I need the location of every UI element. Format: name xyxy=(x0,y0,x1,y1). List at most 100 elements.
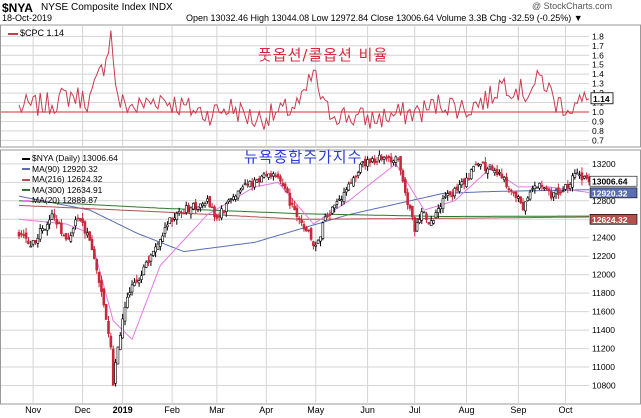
candle-body xyxy=(243,183,247,185)
candle-body xyxy=(472,166,475,172)
candle-body xyxy=(352,177,355,187)
candle-body xyxy=(300,219,303,223)
candle-body xyxy=(363,158,367,167)
legend-ma216: MA(216) 12624.32 xyxy=(22,174,118,185)
cpc-y-tick-label: 0.8 xyxy=(592,126,604,136)
price-y-tick-label: 12400 xyxy=(592,233,616,243)
candle-body xyxy=(236,190,240,199)
candle-body xyxy=(229,198,233,200)
candle-body xyxy=(53,213,56,218)
candle-body xyxy=(439,206,442,210)
candle-body xyxy=(517,196,520,199)
candle-body xyxy=(222,210,226,213)
candle-body xyxy=(283,183,287,189)
candle-body xyxy=(118,335,122,350)
candle-body xyxy=(514,191,518,199)
candle-body xyxy=(262,173,266,178)
candle-body xyxy=(491,166,494,171)
price-last-tag-label: 13006.64 xyxy=(592,177,628,187)
candle-body xyxy=(196,206,200,210)
candle-body xyxy=(411,205,414,218)
x-tick-label: Dec xyxy=(75,405,92,415)
x-tick-label: Feb xyxy=(164,405,180,415)
candle-body xyxy=(432,220,435,224)
candle-body xyxy=(505,176,508,188)
candle-body xyxy=(559,191,563,194)
candle-body xyxy=(69,235,73,242)
candle-body xyxy=(467,178,471,180)
candle-body xyxy=(552,192,555,198)
candle-body xyxy=(126,296,129,308)
candle-body xyxy=(241,186,245,190)
candle-body xyxy=(500,173,504,178)
candle-body xyxy=(356,172,360,176)
legend-ma90: MA(90) 12920.32 xyxy=(22,164,118,175)
candle-body xyxy=(488,164,492,168)
candle-body xyxy=(213,206,216,218)
candle-body xyxy=(180,212,183,214)
candle-body xyxy=(83,221,87,234)
candle-body xyxy=(338,198,341,201)
candle-body xyxy=(199,203,202,208)
price-legend: $NYA (Daily) 13006.64 MA(90) 12920.32 MA… xyxy=(22,153,118,206)
cpc-y-tick-label: 1.0 xyxy=(592,107,604,117)
cpc-legend-label: $CPC 1.14 xyxy=(20,28,65,38)
cpc-y-tick-label: 1.3 xyxy=(592,79,604,89)
candle-body xyxy=(347,183,351,191)
candle-body xyxy=(293,205,296,211)
candle-body xyxy=(314,244,318,247)
candle-body xyxy=(413,217,417,232)
ma90-tag-box xyxy=(589,187,638,199)
candle-body xyxy=(382,156,386,160)
cpc-y-tick-label: 0.7 xyxy=(592,135,604,145)
legend-swatch-ma90 xyxy=(22,168,30,171)
ma216-tag-label: 12624.32 xyxy=(592,215,628,225)
candle-body xyxy=(272,173,275,177)
candle-body xyxy=(401,170,405,182)
candle-body xyxy=(333,204,336,209)
candle-body xyxy=(64,233,68,240)
price-last-tag-box xyxy=(589,175,638,187)
price-y-tick-label: 11400 xyxy=(592,325,615,335)
price-y-tick-label: 11600 xyxy=(592,307,615,317)
candle-body xyxy=(321,222,325,239)
cpc-last-value-box xyxy=(590,92,614,105)
candle-body xyxy=(182,212,186,215)
candle-body xyxy=(446,193,449,196)
candle-body xyxy=(246,183,249,186)
candle-body xyxy=(349,182,353,184)
candle-body xyxy=(427,222,431,225)
candlestick-group xyxy=(17,150,591,387)
price-y-tick-label: 10800 xyxy=(592,381,616,391)
price-y-tick-label: 13200 xyxy=(592,159,616,169)
candle-body xyxy=(498,172,501,174)
candle-body xyxy=(342,192,346,203)
candle-body xyxy=(564,184,567,190)
candle-body xyxy=(78,218,82,221)
candle-body xyxy=(147,260,150,263)
candle-body xyxy=(582,175,586,179)
legend-swatch-ma20 xyxy=(22,199,30,202)
candle-body xyxy=(448,191,452,196)
candle-body xyxy=(531,188,534,190)
quote-summary: Open 13032.46 High 13044.08 Low 12972.84… xyxy=(186,13,583,23)
candle-body xyxy=(535,186,539,189)
candle-body xyxy=(526,197,530,201)
candle-body xyxy=(512,191,515,194)
candle-body xyxy=(326,215,329,218)
index-name: NYSE Composite Index INDX xyxy=(41,2,173,13)
candle-body xyxy=(476,163,480,166)
candle-body xyxy=(232,196,235,200)
candle-body xyxy=(309,228,313,240)
candle-body xyxy=(189,207,193,215)
candle-body xyxy=(267,173,270,178)
candle-body xyxy=(415,222,419,232)
candle-body xyxy=(451,194,454,198)
candle-body xyxy=(521,201,525,211)
candle-body xyxy=(38,228,42,240)
candle-body xyxy=(538,183,541,189)
candle-body xyxy=(509,189,513,192)
candle-body xyxy=(137,280,141,284)
candle-body xyxy=(36,238,40,244)
candle-body xyxy=(340,199,343,202)
